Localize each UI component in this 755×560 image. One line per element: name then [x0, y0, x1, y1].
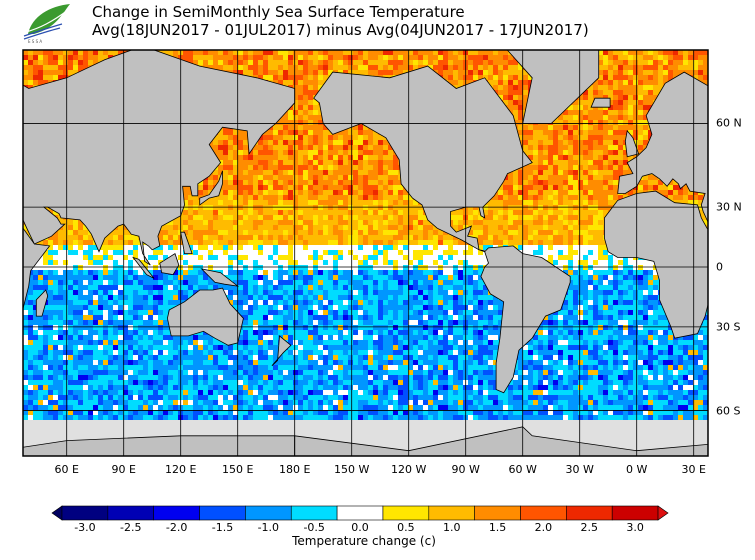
colorbar-swatch: [336, 505, 384, 521]
land-polygon: [480, 245, 571, 394]
colorbar: [51, 505, 669, 521]
land-polygon: [617, 71, 708, 224]
latitude-label: 60 S: [716, 404, 741, 418]
latitude-label: 30 N: [716, 200, 742, 214]
longitude-label: 30 W: [565, 463, 594, 476]
colorbar-title: Temperature change (c): [292, 534, 436, 548]
longitude-label: 60 E: [54, 463, 79, 476]
longitude-label: 30 E: [681, 463, 706, 476]
longitude-label: 0 W: [626, 463, 648, 476]
map-title: Change in SemiMonthly Sea Surface Temper…: [92, 3, 465, 21]
land-polygon: [23, 227, 51, 311]
land-polygon: [604, 190, 708, 339]
land-polygon: [200, 268, 240, 287]
land-polygon: [313, 65, 533, 253]
colorbar-tick-label: 2.0: [534, 521, 553, 534]
longitude-label: 60 W: [508, 463, 537, 476]
colorbar-tick-label: 3.0: [626, 521, 644, 534]
colorbar-over-arrow: [657, 505, 669, 521]
colorbar-swatch: [520, 505, 567, 521]
colorbar-tick-label: 0.5: [397, 521, 415, 534]
map-subtitle: Avg(18JUN2017 - 01JUL2017) minus Avg(04J…: [92, 21, 589, 39]
land-polygon: [506, 50, 600, 124]
longitude-label: 90 E: [111, 463, 136, 476]
latitude-label: 30 S: [716, 320, 741, 334]
colorbar-tick-label: -1.5: [211, 521, 234, 534]
colorbar-swatch: [107, 505, 154, 521]
colorbar-swatch: [199, 505, 246, 521]
land-polygon: [132, 256, 155, 279]
land-polygon: [180, 231, 193, 255]
map-frame: [22, 49, 709, 457]
latitude-label: 60 N: [716, 116, 742, 130]
colorbar-swatch: [428, 505, 475, 521]
agency-logo: E S S A: [22, 2, 74, 44]
colorbar-swatch: [290, 505, 338, 521]
longitude-label: 180 E: [278, 463, 311, 476]
longitude-label: 120 E: [164, 463, 197, 476]
land-polygon: [590, 97, 611, 108]
longitude-label: 150 W: [334, 463, 370, 476]
colorbar-swatch: [245, 505, 292, 521]
latitude-label: 0: [716, 260, 723, 274]
colorbar-tick-label: -2.5: [120, 521, 142, 534]
longitude-label: 90 W: [451, 463, 480, 476]
colorbar-tick-label: -1.0: [257, 521, 280, 534]
colorbar-tick-label: -2.0: [165, 521, 188, 534]
colorbar-swatch: [61, 505, 109, 521]
colorbar-tick-label: 1.5: [488, 521, 507, 534]
land-polygon: [23, 50, 296, 266]
colorbar-under-arrow: [51, 505, 63, 521]
land-polygon: [159, 252, 180, 276]
land-polygon: [271, 335, 292, 367]
colorbar-tick-label: 0.0: [351, 521, 369, 534]
land-polygon: [199, 170, 223, 206]
colorbar-swatch: [566, 505, 613, 521]
colorbar-swatch: [611, 505, 659, 521]
graticule: [23, 50, 708, 456]
colorbar-swatch: [382, 505, 430, 521]
colorbar-tick-label: 1.0: [442, 521, 461, 534]
svg-text:E S S A: E S S A: [28, 39, 42, 44]
colorbar-tick-label: -0.5: [303, 521, 325, 534]
colorbar-swatch: [153, 505, 200, 521]
longitude-label: 150 E: [221, 463, 254, 476]
longitude-label: 120 W: [391, 463, 427, 476]
colorbar-swatch: [474, 505, 521, 521]
land-polygon: [35, 289, 49, 317]
colorbar-tick-label: 2.5: [580, 521, 599, 534]
sst-change-map: [22, 49, 709, 457]
colorbar-tick-label: -3.0: [74, 521, 96, 534]
land-masses: [23, 50, 708, 456]
